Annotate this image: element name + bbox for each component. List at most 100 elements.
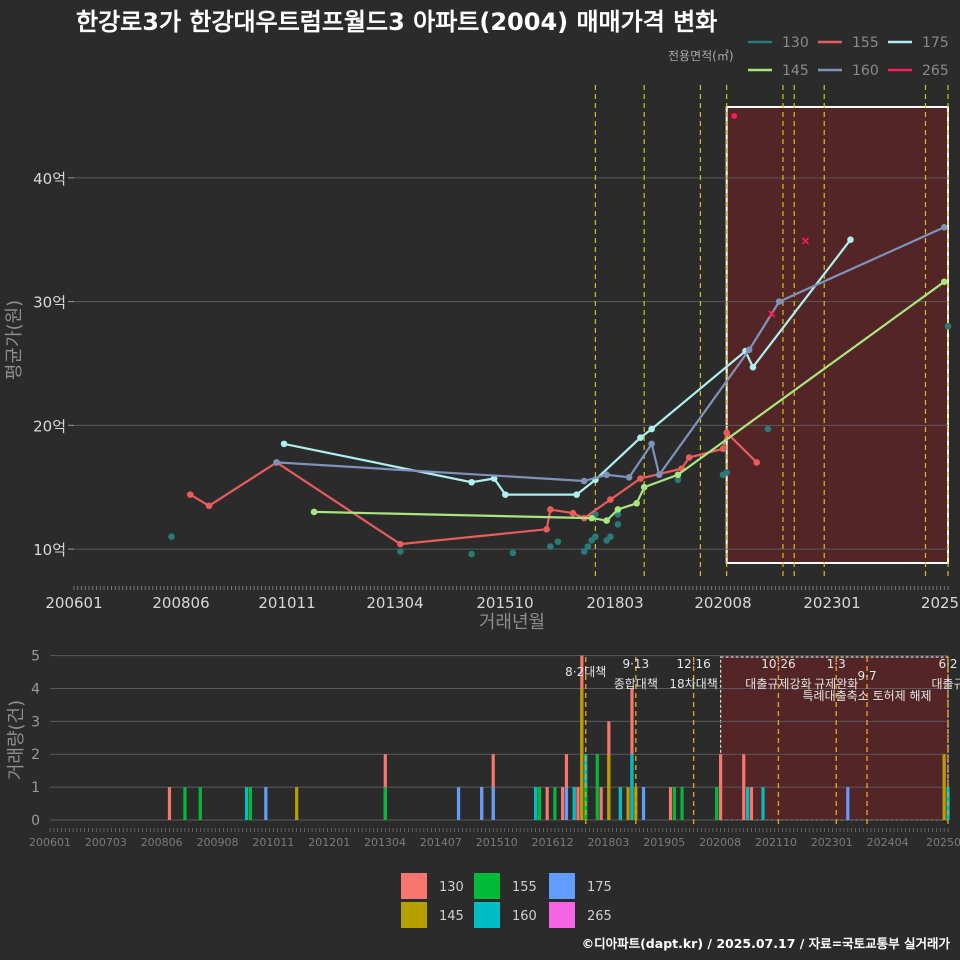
bar-160 [572,787,576,820]
bar-155 [183,787,187,820]
volume-plot: 0 1 2 3 4 5 8·2대책 9·13 종합대책 12·16 18차대책 10·26 대출규제강화… [6,649,960,849]
data-point [685,454,693,461]
ytick2-label: 0 [31,813,40,829]
series-155 [186,429,760,548]
y2-axis-title: 거래량(건) [6,700,27,780]
bar-155 [198,787,202,820]
ytick-label: 40억 [33,170,66,188]
bottom-legend-label-175: 175 [587,880,612,895]
data-point [731,112,738,119]
bar-155 [553,787,557,820]
data-point [723,469,730,476]
data-point [648,440,655,448]
ytick-label: 10억 [33,541,66,559]
bar-130 [599,787,603,820]
bar-160 [761,787,765,820]
x-axis-title: 거래년월 [479,612,545,633]
xtick2-label: 201803 [587,836,629,849]
ytick-label: 20억 [33,417,66,435]
bar-130 [560,787,565,820]
bar-160 [630,754,634,820]
bar-175 [491,787,495,820]
data-point [580,477,588,485]
data-point [801,237,810,245]
bar-155 [537,787,542,820]
xtick2-label: 202301 [811,836,853,849]
data-point [509,549,517,557]
xtick2-label: 200908 [197,836,239,849]
bar-145 [607,754,611,820]
bar-175 [264,787,268,820]
series-160 [273,224,948,485]
xtick-label: 2025 [921,594,959,612]
data-point [640,483,648,491]
xtick2-label: 201304 [364,836,406,849]
data-point [674,471,682,479]
xtick-label: 202008 [694,594,751,612]
bar-130 [742,754,746,820]
highlight-region [725,106,950,564]
bottom-legend-label-130: 130 [439,880,464,895]
series-line-155 [189,430,758,546]
data-point [745,346,753,354]
data-point [569,509,577,517]
bar-145 [295,787,299,820]
xtick2-label: 201201 [308,836,350,849]
bottom-legend: 130 155 175 145 160 265 [401,873,612,928]
data-point [749,363,757,371]
event-label: 9·13 [622,657,649,671]
ytick2-label: 3 [31,714,40,730]
data-point [502,491,509,498]
xtick2-label: 200806 [141,836,183,849]
legend-label-265: 265 [922,63,949,79]
data-point [397,548,404,555]
bar-155 [383,787,387,820]
data-point [543,525,550,533]
xtick2-label: 202110 [755,836,797,849]
bottom-legend-swatch-130 [401,873,427,899]
data-point [764,425,772,433]
bar-130 [719,754,723,820]
bar-155 [672,787,676,820]
event-label: 9·7 [858,669,877,683]
bar-160 [745,787,750,820]
data-point [468,478,475,486]
data-point [280,440,288,448]
bottom-legend-label-265: 265 [587,909,612,924]
bar-130 [668,787,673,820]
ytick-label: 30억 [33,294,66,312]
event-label: 12·16 [676,657,710,671]
data-point [186,491,194,498]
bottom-legend-swatch-160 [474,902,500,928]
xtick2-label: 201407 [420,836,462,849]
legend-label-145: 145 [782,63,809,79]
data-point [603,517,610,524]
data-point [490,475,498,482]
bottom-legend-swatch-145 [401,902,427,928]
bar-130 [576,787,580,820]
data-point [614,506,622,513]
data-point [614,511,622,518]
event-label-detail: 규제완화 [814,677,858,691]
bar-160 [534,787,538,820]
bar-175 [456,787,461,820]
bar-130 [545,787,549,820]
bar-145 [580,688,584,820]
xtick2-label: 20250 [926,836,960,849]
bottom-legend-label-160: 160 [512,909,537,924]
bar-130 [167,787,172,820]
data-point [719,445,727,453]
top-legend: 전용면적(㎡) 130 155 175 145 160 265 [668,35,949,79]
data-point [753,459,760,466]
xtick2-label: 200703 [85,836,127,849]
data-point [614,521,622,528]
series-175 [280,236,854,498]
data-point [554,538,562,545]
data-point [584,543,592,550]
data-point [603,471,610,479]
data-point [944,323,952,330]
bar-155 [595,754,599,820]
data-point [775,298,783,305]
data-point [847,236,854,243]
